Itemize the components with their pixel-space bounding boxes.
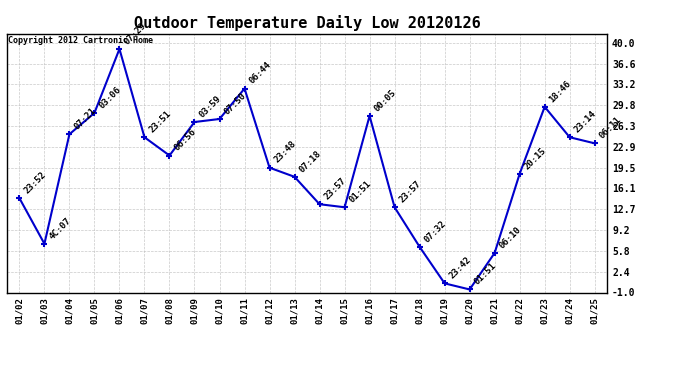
Text: 00:05: 00:05: [373, 88, 397, 113]
Text: 23:57: 23:57: [322, 176, 348, 201]
Text: 07:50: 07:50: [222, 91, 248, 116]
Text: 07:18: 07:18: [297, 148, 323, 174]
Text: 07:21: 07:21: [72, 106, 97, 131]
Title: Outdoor Temperature Daily Low 20120126: Outdoor Temperature Daily Low 20120126: [134, 15, 480, 31]
Text: 07:32: 07:32: [422, 219, 448, 244]
Text: Copyright 2012 Cartronic Home: Copyright 2012 Cartronic Home: [8, 36, 152, 45]
Text: 23:48: 23:48: [273, 140, 297, 165]
Text: 23:51: 23:51: [147, 109, 172, 135]
Text: 23:57: 23:57: [397, 179, 423, 204]
Text: 01:51: 01:51: [347, 179, 373, 204]
Text: 23:52: 23:52: [22, 170, 48, 195]
Text: 06:44: 06:44: [247, 60, 273, 86]
Text: 23:42: 23:42: [447, 255, 473, 280]
Text: 06:10: 06:10: [497, 225, 523, 250]
Text: 06:56: 06:56: [172, 128, 197, 153]
Text: 23:14: 23:14: [573, 109, 598, 135]
Text: 18:46: 18:46: [547, 79, 573, 104]
Text: 07:29: 07:29: [122, 21, 148, 46]
Text: 01:51: 01:51: [473, 261, 497, 286]
Text: 4C:07: 4C:07: [47, 216, 72, 241]
Text: 20:15: 20:15: [522, 146, 548, 171]
Text: 03:06: 03:06: [97, 85, 123, 110]
Text: 06:11: 06:11: [598, 115, 623, 141]
Text: 03:59: 03:59: [197, 94, 223, 119]
